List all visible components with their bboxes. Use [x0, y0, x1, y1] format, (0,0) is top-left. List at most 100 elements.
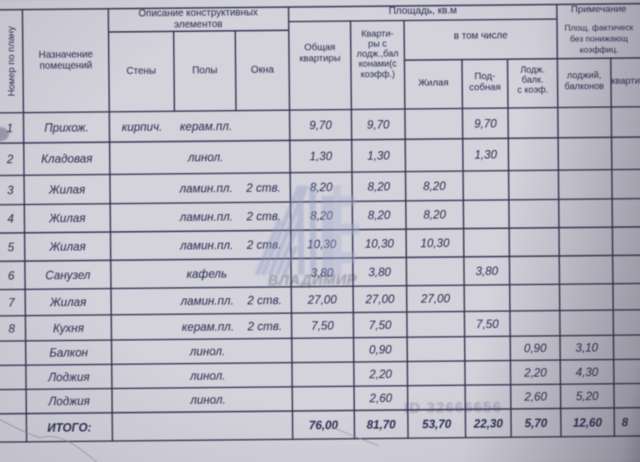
svg-text:2,20: 2,20 — [523, 366, 547, 379]
svg-text:81,70: 81,70 — [367, 418, 397, 431]
svg-text:Общая: Общая — [304, 42, 335, 53]
svg-text:Назначение: Назначение — [39, 49, 93, 61]
svg-text:кафель: кафель — [186, 267, 227, 280]
svg-text:9,70: 9,70 — [474, 117, 497, 130]
svg-text:Примечание: Примечание — [571, 4, 627, 16]
svg-text:8: 8 — [622, 416, 629, 429]
svg-text:коэффиц.: коэффиц. — [580, 44, 619, 54]
svg-text:27,00: 27,00 — [307, 294, 338, 307]
svg-text:Балкон: Балкон — [49, 346, 88, 359]
svg-text:7,50: 7,50 — [311, 319, 334, 332]
svg-text:2 ств.: 2 ств. — [247, 320, 283, 333]
svg-text:8,20: 8,20 — [423, 180, 446, 193]
svg-text:7,50: 7,50 — [476, 318, 499, 331]
svg-text:керам.пл.: керам.пл. — [180, 120, 232, 134]
svg-text:2 ств.: 2 ств. — [245, 181, 281, 194]
svg-text:0,90: 0,90 — [524, 342, 547, 355]
svg-text:22,30: 22,30 — [473, 417, 504, 430]
svg-text:7,50: 7,50 — [369, 319, 392, 332]
svg-text:без понижающ: без понижающ — [570, 33, 628, 44]
svg-text:Жилая: Жилая — [49, 296, 86, 309]
svg-text:кварти: кварти — [611, 74, 640, 85]
svg-text:9,70: 9,70 — [309, 119, 332, 132]
svg-text:1,30: 1,30 — [367, 150, 390, 163]
svg-text:2 ств.: 2 ств. — [246, 210, 282, 223]
svg-text:помещений: помещений — [40, 61, 93, 73]
svg-text:ламин.пл.: ламин.пл. — [178, 182, 232, 196]
svg-text:кирпич.: кирпич. — [122, 120, 163, 133]
svg-text:2,60: 2,60 — [369, 392, 393, 405]
svg-text:ламин.пл.: ламин.пл. — [180, 295, 234, 309]
svg-text:1,30: 1,30 — [474, 149, 497, 162]
svg-text:Санузел: Санузел — [45, 269, 91, 282]
svg-text:8,20: 8,20 — [368, 180, 391, 193]
svg-text:5: 5 — [8, 241, 15, 254]
svg-text:лодж.,бал: лодж.,бал — [357, 49, 399, 59]
svg-text:9,70: 9,70 — [367, 118, 390, 131]
svg-text:8,20: 8,20 — [423, 209, 446, 222]
svg-text:линол.: линол. — [187, 151, 223, 164]
svg-text:3,10: 3,10 — [575, 342, 598, 355]
svg-text:1,30: 1,30 — [310, 150, 333, 163]
svg-text:10,30: 10,30 — [420, 237, 450, 250]
svg-text:2 ств.: 2 ств. — [246, 294, 282, 307]
svg-text:27,00: 27,00 — [420, 292, 451, 305]
svg-text:Прихож.: Прихож. — [44, 121, 89, 134]
svg-text:4: 4 — [7, 213, 14, 226]
svg-text:6: 6 — [8, 269, 15, 282]
svg-text:Лоджия: Лоджия — [47, 395, 90, 408]
svg-text:3,80: 3,80 — [368, 266, 391, 279]
svg-text:ры с: ры с — [368, 39, 387, 49]
svg-text:линол.: линол. — [189, 345, 225, 358]
svg-text:Жилая: Жилая — [48, 240, 85, 253]
svg-text:с коэф.: с коэф. — [517, 84, 548, 94]
svg-text:элементов: элементов — [174, 19, 223, 30]
svg-text:конами(с: конами(с — [359, 59, 398, 69]
svg-text:керам.пл.: керам.пл. — [182, 320, 234, 334]
svg-text:Кухня: Кухня — [53, 322, 84, 335]
svg-text:Номер по плану: Номер по плану — [5, 26, 17, 96]
svg-text:Жилая: Жилая — [48, 183, 85, 196]
svg-text:собная: собная — [469, 82, 501, 93]
svg-text:Лоджия: Лоджия — [47, 371, 90, 384]
svg-text:коэфф.): коэфф.) — [361, 69, 395, 79]
svg-text:2: 2 — [6, 153, 14, 166]
svg-text:балк.: балк. — [522, 74, 544, 84]
svg-text:Жилая: Жилая — [418, 77, 448, 88]
svg-text:Стены: Стены — [126, 66, 156, 77]
svg-text:8: 8 — [8, 322, 15, 335]
svg-text:Описание конструктивных: Описание конструктивных — [138, 7, 258, 19]
svg-text:балконов: балконов — [565, 81, 605, 91]
svg-text:76,00: 76,00 — [309, 419, 339, 432]
svg-text:8,20: 8,20 — [368, 209, 391, 222]
svg-text:12,60: 12,60 — [573, 416, 603, 429]
svg-text:линол.: линол. — [189, 394, 225, 407]
svg-text:лоджий,: лоджий, — [567, 70, 601, 80]
svg-text:4,30: 4,30 — [576, 366, 599, 379]
svg-text:Лодж.: Лодж. — [520, 64, 545, 74]
svg-text:3,80: 3,80 — [475, 265, 498, 278]
svg-text:Площадь, кв.м: Площадь, кв.м — [389, 6, 458, 18]
svg-text:7: 7 — [8, 297, 15, 310]
svg-text:Площ. фактическ: Площ. фактическ — [564, 22, 633, 33]
svg-text:Кладовая: Кладовая — [41, 152, 92, 165]
svg-text:ID 32666656: ID 32666656 — [404, 399, 502, 417]
svg-text:2,20: 2,20 — [368, 368, 392, 381]
svg-text:27,00: 27,00 — [364, 293, 395, 306]
svg-text:5,70: 5,70 — [525, 417, 548, 430]
svg-text:Окна: Окна — [251, 65, 275, 76]
svg-text:ламин.пл.: ламин.пл. — [179, 239, 233, 253]
svg-text:2,60: 2,60 — [523, 391, 547, 404]
svg-text:Кварти-: Кварти- — [361, 28, 393, 38]
svg-text:Под-: Под- — [474, 71, 495, 82]
svg-text:квартиры: квартиры — [299, 53, 340, 64]
svg-text:в том числе: в том числе — [454, 30, 508, 42]
svg-text:ламин.пл.: ламин.пл. — [179, 211, 233, 225]
svg-text:Жилая: Жилая — [48, 212, 85, 225]
svg-text:53,70: 53,70 — [422, 418, 452, 431]
svg-text:0,90: 0,90 — [369, 344, 392, 357]
svg-text:ВЛАДИМИР: ВЛАДИМИР — [268, 272, 357, 289]
svg-text:5,20: 5,20 — [576, 390, 599, 403]
svg-text:3: 3 — [7, 184, 14, 197]
svg-text:10,30: 10,30 — [365, 237, 395, 250]
